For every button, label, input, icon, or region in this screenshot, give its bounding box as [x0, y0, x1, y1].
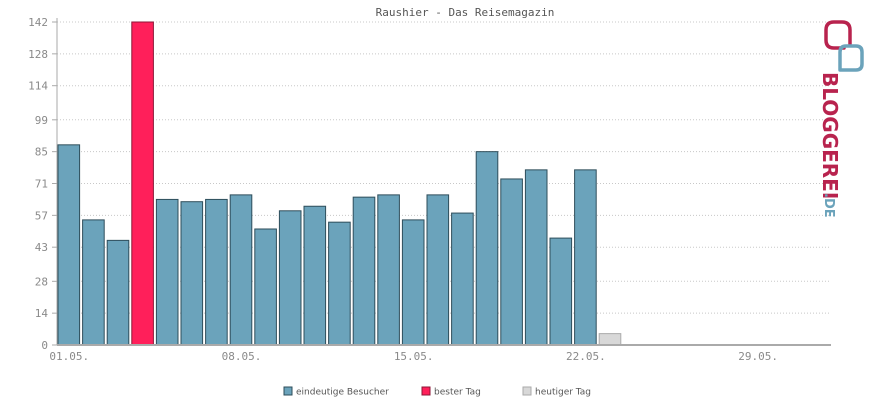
- y-tick-label: 43: [35, 241, 48, 254]
- bloggerei-logo-icon: [824, 20, 864, 72]
- bloggerei-logo: BLOGGEREI .DE: [818, 20, 864, 218]
- axes: [56, 18, 831, 346]
- bar-eindeutige-besucher: [278, 210, 302, 346]
- bloggerei-logo-suffix: .DE: [821, 193, 836, 218]
- y-tick-label: 57: [35, 209, 48, 222]
- bar-eindeutige-besucher: [524, 169, 548, 346]
- bar-eindeutige-besucher: [205, 198, 228, 346]
- legend-label: eindeutige Besucher: [296, 388, 389, 398]
- legend-swatch: [283, 386, 293, 396]
- bar-eindeutige-besucher: [574, 169, 597, 346]
- x-tick-label: 29.05.: [738, 350, 778, 363]
- legend-label: bester Tag: [434, 388, 481, 398]
- y-tick-label: 71: [35, 178, 48, 191]
- y-tick-label: 0: [41, 339, 48, 352]
- bar-heutiger-tag: [598, 333, 622, 346]
- bar-eindeutige-besucher: [328, 221, 351, 346]
- bar-eindeutige-besucher: [549, 237, 573, 346]
- chart-title: Raushier - Das Reisemagazin: [376, 6, 555, 19]
- bar-eindeutige-besucher: [180, 201, 204, 346]
- bar-eindeutige-besucher: [426, 194, 450, 346]
- bar-eindeutige-besucher: [254, 228, 277, 346]
- bar-eindeutige-besucher: [377, 194, 400, 346]
- y-tick-label: 99: [35, 114, 48, 127]
- bar-eindeutige-besucher: [475, 151, 499, 346]
- bar-eindeutige-besucher: [451, 212, 474, 346]
- bar-eindeutige-besucher: [352, 196, 376, 346]
- bar-eindeutige-besucher: [401, 219, 425, 346]
- y-tick-label: 142: [28, 16, 48, 29]
- bar-eindeutige-besucher: [229, 194, 253, 346]
- y-tick-label: 85: [35, 146, 48, 159]
- legend-swatch: [421, 386, 431, 396]
- y-axis-ticks: 0 14 28 43 57 71 85 99 114 128 142: [28, 16, 57, 352]
- bar-eindeutige-besucher: [155, 198, 179, 346]
- x-tick-label: 22.05.: [566, 350, 606, 363]
- bar-eindeutige-besucher: [106, 239, 130, 346]
- legend: eindeutige Besucher bester Tag heutiger Ta…: [283, 386, 591, 398]
- bar-eindeutige-besucher: [57, 144, 81, 346]
- bar-bester-tag: [131, 21, 154, 346]
- legend-label: heutiger Tag: [535, 388, 591, 398]
- bar-eindeutige-besucher: [303, 205, 327, 346]
- y-tick-label: 14: [35, 307, 49, 320]
- x-tick-label: 15.05.: [394, 350, 434, 363]
- bar-eindeutige-besucher: [82, 219, 105, 346]
- y-tick-label: 28: [35, 275, 48, 288]
- bloggerei-logo-text: BLOGGEREI: [818, 72, 842, 199]
- x-tick-label: 08.05.: [222, 350, 262, 363]
- x-tick-label: 01.05.: [49, 350, 89, 363]
- legend-swatch: [522, 386, 532, 396]
- x-axis-ticks: 01.05. 08.05. 15.05. 22.05. 29.05.: [49, 350, 778, 363]
- y-tick-label: 128: [28, 48, 48, 61]
- bar-eindeutige-besucher: [500, 178, 523, 346]
- y-tick-label: 114: [28, 80, 48, 93]
